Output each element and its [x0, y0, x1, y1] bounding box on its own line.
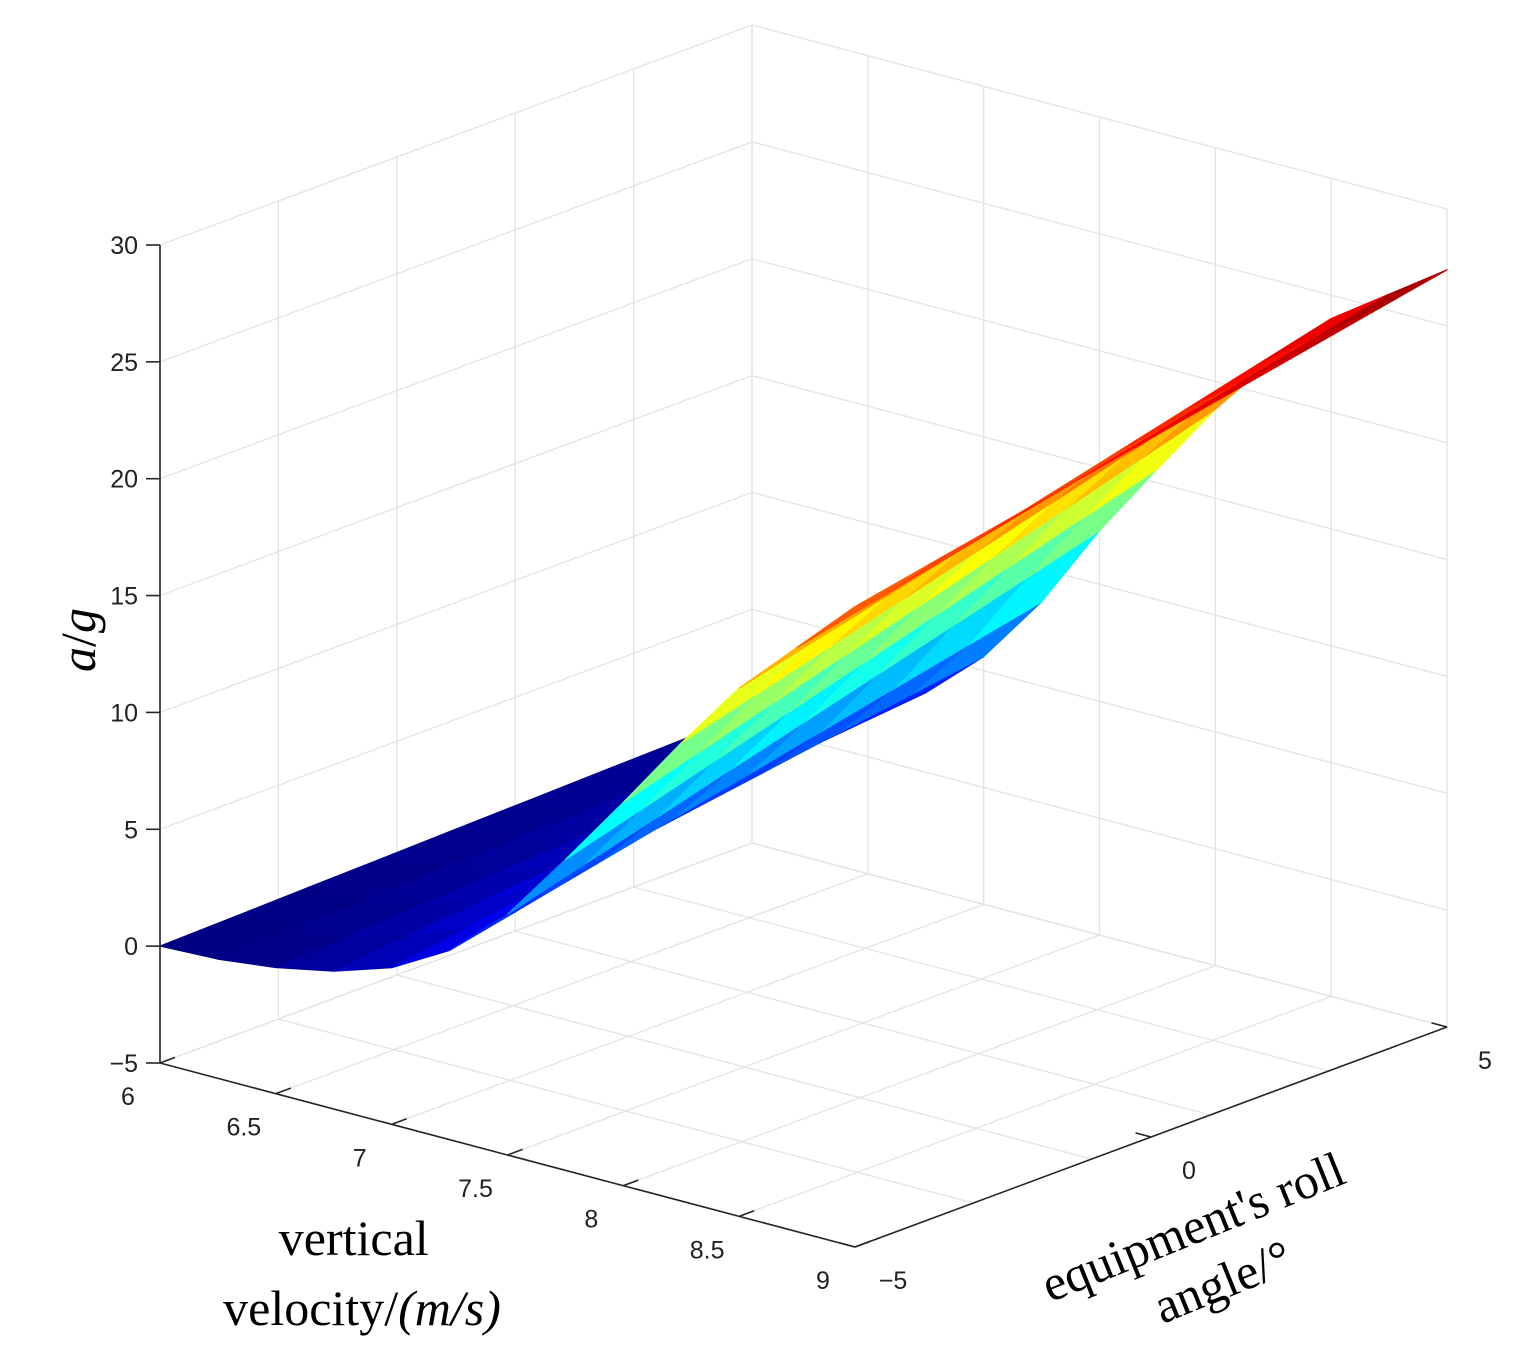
x-tick-mark: [159, 1056, 176, 1064]
x-tick-label: 7.5: [458, 1175, 493, 1203]
grid-lines: [159, 24, 1448, 1248]
grid-line: [751, 842, 1448, 1028]
z-tick-label: 20: [110, 466, 138, 494]
grid-line: [751, 141, 1448, 327]
z-tick-label: 5: [124, 816, 138, 844]
y-tick-label: 5: [1478, 1047, 1492, 1075]
surface: [159, 269, 1448, 972]
grid-line: [751, 258, 1448, 444]
surface-patch: [796, 563, 930, 649]
surface-patch: [1256, 293, 1390, 366]
grid-line: [278, 1018, 974, 1204]
z-tick-label: 25: [110, 349, 138, 377]
grid-line: [507, 934, 1100, 1156]
y-axis-label: equipment's roll angle/°: [1033, 1136, 1387, 1370]
grid-line: [633, 886, 1329, 1072]
grid-line: [515, 930, 1211, 1116]
x-tick-mark: [738, 1210, 755, 1218]
x-tick-mark: [275, 1087, 292, 1095]
z-tick-label: −5: [109, 1050, 138, 1078]
x-tick-label: 9: [816, 1267, 830, 1295]
x-tick-label: 8.5: [690, 1236, 725, 1264]
x-tick-label: 8: [584, 1206, 598, 1234]
z-tick-label: 30: [110, 232, 138, 260]
tick-labels: −5 0 5 10 15 20 25 30 6 6.5 7 7.5 8 8.5 9 −5 0 5: [109, 232, 1491, 1295]
x-tick-mark: [507, 1148, 523, 1156]
grid-line: [159, 374, 753, 597]
grid-line: [738, 995, 1332, 1217]
z-tick-label: 0: [124, 933, 138, 961]
x-tick-mark: [391, 1118, 407, 1126]
z-axis-label: a/g: [50, 608, 106, 672]
grid-line: [751, 725, 1448, 911]
grid-line: [391, 903, 984, 1125]
grid-line: [396, 974, 1092, 1160]
x-tick-label: 6.5: [226, 1114, 261, 1142]
x-tick-label: 7: [353, 1144, 367, 1172]
z-tick-label: 10: [110, 699, 138, 727]
grid-line: [159, 842, 753, 1064]
grid-line: [159, 608, 753, 830]
x-tick-mark: [623, 1179, 639, 1187]
grid-line: [159, 24, 753, 246]
x-tick-mark: [854, 1240, 871, 1248]
grid-line: [623, 965, 1216, 1187]
grid-line: [751, 491, 1448, 678]
axes: [146, 244, 1448, 1248]
surface-patch: [1182, 337, 1316, 412]
y-tick-mark: [1135, 1132, 1152, 1138]
y-tick-mark: [1431, 1022, 1448, 1028]
y-tick-label: 0: [1182, 1157, 1196, 1185]
grid-line: [159, 258, 753, 480]
grid-line: [275, 873, 869, 1095]
grid-line: [159, 141, 753, 363]
grid-line: [751, 24, 1448, 210]
z-tick-label: 15: [110, 583, 138, 611]
x-tick-label: 6: [121, 1083, 135, 1111]
surface-patch: [1240, 311, 1374, 384]
surface-patch: [1314, 269, 1448, 339]
x-axis-label: vertical velocity/(m/s): [223, 1210, 501, 1336]
y-tick-label: −5: [879, 1267, 908, 1295]
y-tick-mark: [839, 1242, 856, 1248]
grid-line: [159, 491, 753, 714]
